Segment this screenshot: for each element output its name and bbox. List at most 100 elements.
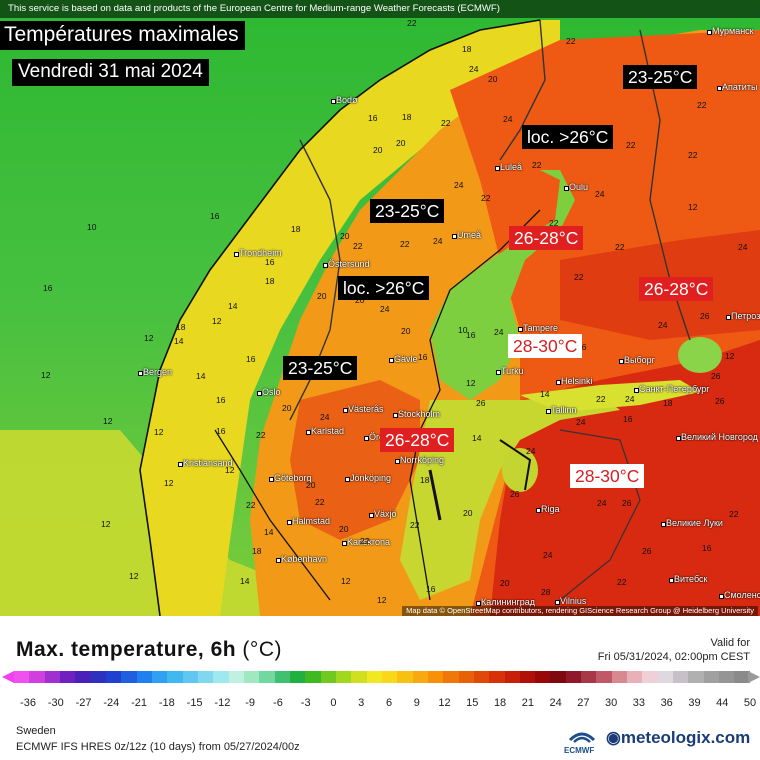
temperature-value: 26 [642,546,652,556]
temp-range-label: 23-25°C [623,65,698,89]
scale-tick-label: 30 [605,697,618,709]
city-label: Gävle [389,354,418,364]
temperature-value: 24 [469,64,479,74]
scale-tick-label: -27 [75,697,92,709]
scale-color-swatch [688,671,704,683]
temp-range-label: 28-30°C [570,464,645,488]
city-label: Смоленск [718,590,760,600]
temperature-value: 16 [216,426,226,436]
scale-color-swatch [443,671,459,683]
temperature-value: 10 [458,325,468,335]
temperature-value: 22 [353,241,363,251]
temperature-value: 24 [380,304,390,314]
color-scale-ticks: -36 -30 -27 -24 -21 -18 -15 -12 -9 -6 -3 0 3 6 9 12 15 18… [0,697,760,711]
scale-tick-label: 39 [688,697,701,709]
scale-color-swatch [642,671,658,683]
temperature-value: 22 [400,239,410,249]
hot-zone-sweden-south [290,380,420,540]
city-label: Петрозаводск [726,311,760,321]
temperature-value: 12 [164,478,174,488]
city-label: Мурманск [707,26,754,36]
border-sweden-finland [499,19,546,161]
scale-color-swatch [397,671,413,683]
city-label: Växjö [369,509,397,519]
scale-color-swatch [565,671,582,683]
temperature-value: 26 [715,396,725,406]
scale-color-swatch [719,671,735,683]
scale-tick-label: 44 [716,697,729,709]
scale-color-swatch [458,671,474,683]
scale-tick-label: -36 [20,697,36,709]
scale-arrow-right [748,671,760,683]
temperature-value: 14 [472,433,482,443]
temperature-value: 24 [503,114,513,124]
scale-color-swatch [305,671,321,683]
temperature-value: 20 [355,295,365,305]
scale-tick-label: -30 [47,697,64,709]
temperature-value: 12 [377,595,387,605]
temperature-value: 12 [225,465,235,475]
temperature-value: 14 [540,389,550,399]
scale-tick-label: 9 [413,697,420,709]
scale-color-swatch [627,671,643,683]
temperature-value: 24 [625,394,635,404]
temperature-value: 14 [174,336,184,346]
temperature-value: 12 [103,416,113,426]
disclaimer-banner: This service is based on data and produc… [0,0,760,18]
scale-tick-label: 3 [358,697,365,709]
temperature-value: 10 [87,222,97,232]
scale-color-swatch [351,671,367,683]
temperature-value: 18 [462,44,472,54]
temperature-value: 22 [617,577,627,587]
scale-tick-label: -3 [300,697,311,709]
temperature-value: 24 [738,242,748,252]
temperature-value: 12 [466,378,476,388]
temperature-value: 16 [623,414,633,424]
temperature-value: 22 [407,18,417,28]
temperature-value: 16 [246,354,256,364]
city-label: Oslo [257,387,281,397]
temperature-value: 22 [596,394,606,404]
color-scale-bar [14,671,750,683]
scale-color-swatch [657,671,674,683]
temp-range-label: 26-28°C [639,277,714,301]
island-oland [428,469,442,521]
temperature-value: 20 [317,291,327,301]
temperature-value: 18 [402,112,412,122]
temperature-value: 22 [626,140,636,150]
temperature-value: 20 [396,138,406,148]
scale-tick-label: -21 [131,697,148,709]
scale-color-swatch [243,671,260,683]
border-baltic-states [559,429,641,601]
temperature-value: 18 [265,276,275,286]
temperature-value: 20 [306,480,316,490]
border-norway-sweden [289,139,341,421]
scale-arrow-left [2,671,14,683]
temperature-value: 24 [494,327,504,337]
temp-range-label: 28-30°C [508,334,583,358]
temperature-value: 14 [240,576,250,586]
coastline-norway [139,19,541,616]
scale-color-swatch [412,671,428,683]
temperature-value: 14 [228,301,238,311]
temperature-value: 12 [41,370,51,380]
map-title: Températures maximales [0,21,245,50]
temperature-value: 12 [144,333,154,343]
city-label: Tallinn [546,405,577,415]
meteologix-brand[interactable]: ◉meteologix.com [606,728,750,748]
valid-label: Valid for [710,637,750,649]
temperature-value: 12 [212,316,222,326]
city-label: Kristiansand [178,458,233,468]
meteologix-logo-icon: ◉ [606,728,621,747]
scale-color-swatch [489,671,505,683]
scale-color-swatch [734,671,750,683]
city-label: Vilnius [554,596,587,606]
temperature-map: This service is based on data and produc… [0,0,760,616]
temperature-value: 22 [360,536,370,546]
scale-color-swatch [289,671,306,683]
map-attribution: Map data © OpenStreetMap contributors, r… [402,606,758,616]
city-label: Санкт-Петербург [634,384,710,394]
temperature-value: 24 [543,550,553,560]
city-label: Luleå [494,162,523,172]
temperature-value: 22 [256,430,266,440]
